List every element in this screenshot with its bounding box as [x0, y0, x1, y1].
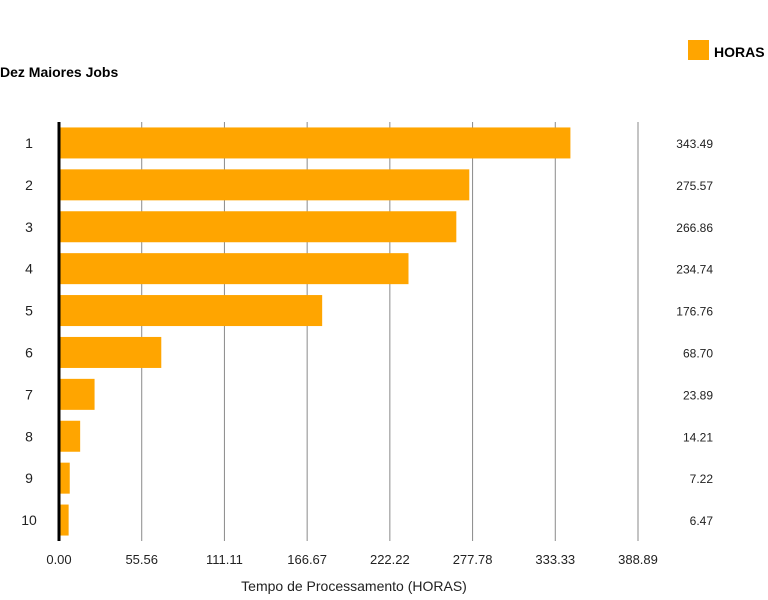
x-axis-title: Tempo de Processamento (HORAS) — [241, 578, 467, 594]
bar — [59, 504, 69, 536]
x-tick-label: 0.00 — [46, 552, 71, 567]
category-label: 9 — [25, 470, 33, 486]
bar — [59, 253, 409, 285]
category-label: 3 — [25, 219, 33, 235]
x-tick-labels: 0.00 55.56 111.11 166.67 222.22 277.78 333.33 3… — [46, 552, 658, 567]
legend-label: HORAS — [714, 44, 765, 60]
value-label: 266.86 — [676, 221, 713, 235]
bar — [59, 211, 457, 243]
value-label: 343.49 — [676, 137, 713, 151]
bar — [59, 462, 70, 494]
value-label: 23.89 — [683, 388, 713, 402]
x-tick-label: 166.67 — [287, 552, 327, 567]
value-label: 275.57 — [676, 179, 713, 193]
bars — [59, 127, 571, 536]
x-tick-label: 333.33 — [535, 552, 575, 567]
x-tick-label: 55.56 — [125, 552, 158, 567]
category-label: 1 — [25, 135, 33, 151]
x-tick-label: 277.78 — [453, 552, 493, 567]
category-label: 8 — [25, 428, 33, 444]
category-label: 5 — [25, 303, 33, 319]
bar — [59, 378, 95, 410]
chart-title: Dez Maiores Jobs — [0, 64, 118, 80]
category-label: 4 — [25, 261, 33, 277]
bar — [59, 127, 571, 159]
value-label: 7.22 — [690, 472, 714, 486]
legend: HORAS — [688, 40, 765, 60]
bar — [59, 169, 470, 201]
category-label: 6 — [25, 344, 33, 360]
x-tick-label: 388.89 — [618, 552, 658, 567]
bar — [59, 295, 323, 327]
category-label: 2 — [25, 177, 33, 193]
bar — [59, 420, 81, 452]
x-tick-label: 111.11 — [206, 552, 243, 567]
x-tick-label: 222.22 — [370, 552, 410, 567]
value-label: 176.76 — [676, 305, 713, 319]
value-labels: 343.49 275.57 266.86 234.74 176.76 68.70 23.89… — [676, 137, 713, 528]
value-label: 68.70 — [683, 346, 713, 360]
category-label: 10 — [21, 512, 37, 528]
legend-swatch — [688, 40, 709, 60]
value-label: 234.74 — [676, 263, 713, 277]
value-label: 6.47 — [690, 514, 714, 528]
category-labels: 1 2 3 4 5 6 7 8 9 10 — [21, 135, 37, 528]
category-label: 7 — [25, 386, 33, 402]
bar — [59, 336, 162, 368]
value-label: 14.21 — [683, 430, 713, 444]
